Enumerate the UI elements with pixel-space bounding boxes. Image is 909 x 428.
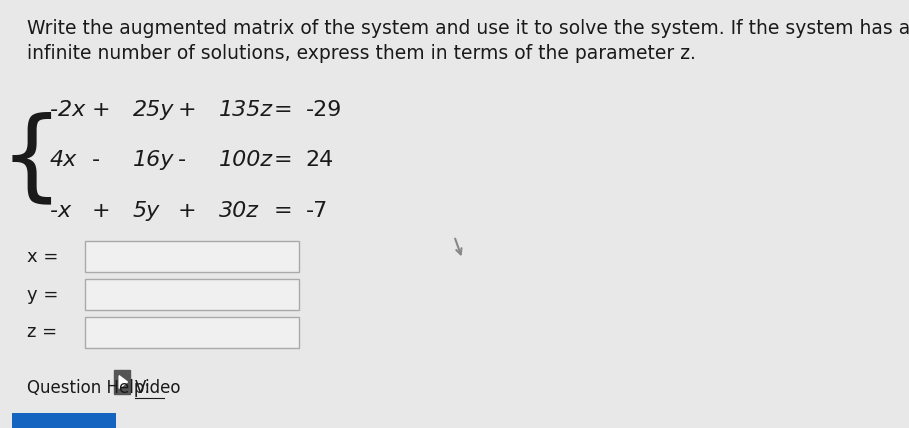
Text: +: + — [178, 100, 196, 119]
Text: -7: -7 — [305, 201, 328, 221]
Text: Write the augmented matrix of the system and use it to solve the system. If the : Write the augmented matrix of the system… — [27, 19, 909, 38]
Text: {: { — [0, 112, 64, 208]
Text: -: - — [92, 150, 100, 170]
Text: 30z: 30z — [219, 201, 259, 221]
Text: =: = — [274, 150, 292, 170]
Text: 24: 24 — [305, 150, 334, 170]
Text: y =: y = — [27, 285, 59, 303]
Text: =: = — [274, 201, 292, 221]
Text: +: + — [178, 201, 196, 221]
Text: 5y: 5y — [133, 201, 160, 221]
Text: 135z: 135z — [219, 100, 274, 119]
Text: -x: -x — [50, 201, 71, 221]
FancyBboxPatch shape — [85, 241, 299, 272]
Polygon shape — [119, 376, 127, 388]
Text: +: + — [92, 201, 110, 221]
Text: 16y: 16y — [133, 150, 175, 170]
Text: z =: z = — [27, 324, 57, 342]
Text: infinite number of solutions, express them in terms of the parameter z.: infinite number of solutions, express th… — [27, 44, 696, 63]
Text: x =: x = — [27, 248, 59, 266]
Text: -: - — [178, 150, 186, 170]
Text: -29: -29 — [305, 100, 342, 119]
Text: Question Help:: Question Help: — [27, 379, 150, 397]
Text: =: = — [274, 100, 292, 119]
FancyBboxPatch shape — [12, 413, 115, 428]
Text: 25y: 25y — [133, 100, 175, 119]
Text: 4x: 4x — [50, 150, 77, 170]
Text: 100z: 100z — [219, 150, 274, 170]
FancyBboxPatch shape — [115, 370, 129, 394]
Text: +: + — [92, 100, 110, 119]
FancyBboxPatch shape — [85, 279, 299, 310]
FancyBboxPatch shape — [85, 317, 299, 348]
Text: Video: Video — [135, 379, 182, 397]
Text: -2x: -2x — [50, 100, 85, 119]
